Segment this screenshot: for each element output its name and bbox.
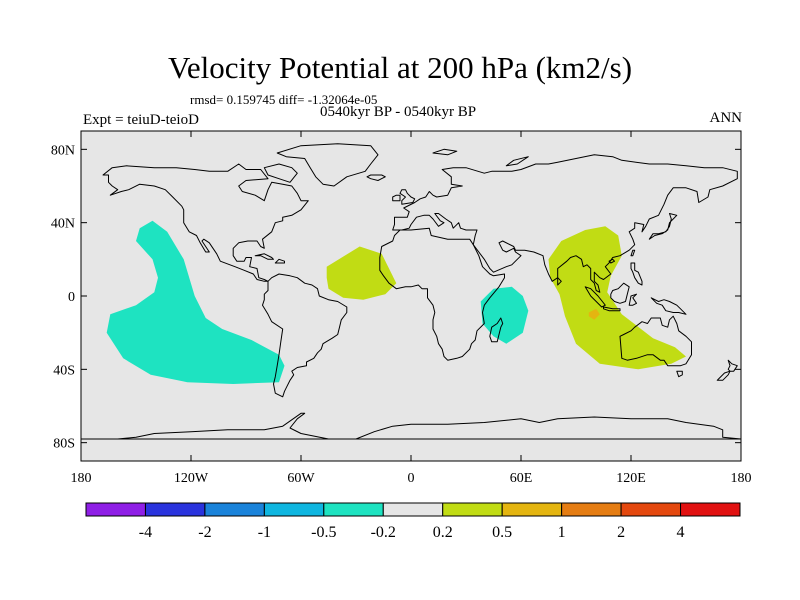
coastline-madagascar: [489, 317, 504, 343]
coastline-sri-lanka: [557, 277, 562, 286]
colorbar-swatch: [204, 502, 265, 517]
coastline-iceland: [366, 174, 386, 181]
colorbar-label: 4: [677, 524, 685, 541]
colorbar-label: 0.2: [433, 524, 453, 541]
x-tick-label: 120E: [616, 471, 646, 486]
coastline-great-britain: [399, 189, 416, 205]
x-tick-label: 0: [408, 471, 415, 486]
coastline-greenland: [276, 143, 379, 187]
y-tick-label: 40N: [51, 217, 75, 232]
coastline-baffin-island: [263, 163, 298, 183]
coastlines: [80, 143, 742, 440]
colorbar-label: 0.5: [492, 524, 512, 541]
region-indian-ocean-small-positive: [588, 308, 600, 320]
coastline-australia: [619, 315, 692, 367]
coastline-hainan: [608, 258, 615, 264]
coastline-ireland: [392, 194, 401, 202]
coastline-philippines: [630, 262, 643, 286]
coastline-new-zealand: [727, 359, 738, 372]
contour-regions: [106, 220, 686, 384]
coastline-antarctica: [80, 412, 742, 440]
axis-ticks: 180 120W 60W 0 60E 120E 180 80N 40N 0 40S 80S: [51, 131, 752, 486]
colorbar-swatch: [144, 502, 206, 517]
experiment-label: Expt = teiuD-teioD: [83, 112, 199, 128]
x-tick-label: 60W: [287, 471, 315, 486]
colorbar-swatch: [85, 502, 146, 517]
region-indo-pacific-positive: [548, 226, 686, 370]
coastline-novaya-zemlya: [505, 156, 529, 167]
colorbar-swatch: [680, 502, 741, 517]
coastline-tasmania: [676, 370, 683, 378]
coastline-sumatra: [584, 286, 606, 308]
coastline-taiwan: [630, 249, 636, 257]
coastline-africa: [379, 227, 505, 361]
colorbar-swatch: [323, 502, 384, 517]
colorbar-swatch: [442, 502, 503, 517]
coastline-new-guinea: [650, 297, 687, 315]
season-label: ANN: [709, 110, 743, 126]
colorbar-swatch: [263, 502, 325, 517]
coastline-sulawesi: [628, 293, 637, 306]
coastline-java: [603, 306, 621, 312]
colorbar-swatch: [620, 502, 682, 517]
region-east-pacific-negative: [106, 220, 285, 384]
period-label: 0540kyr BP - 0540kyr BP: [320, 104, 477, 120]
map-title: Velocity Potential at 200 hPa (km2/s): [167, 50, 633, 85]
coastline-japan: [648, 213, 678, 240]
colorbar: -4 -2 -1 -0.5 -0.2 0.2 0.5 1 2 4: [85, 502, 741, 541]
coastline-hispaniola: [274, 258, 285, 264]
coastline-north-america: [102, 163, 309, 282]
region-atlantic-positive: [326, 246, 397, 300]
colorbar-swatch: [501, 502, 563, 517]
rmsd-diff-subtitle: rmsd= 0.159745 diff= -1.32064e-05: [190, 92, 378, 107]
coastline-south-america: [262, 273, 348, 398]
coastline-new-zealand-south: [716, 370, 731, 381]
colorbar-label: -4: [139, 524, 152, 541]
colorbar-label: -0.2: [371, 524, 396, 541]
colorbar-swatch: [382, 502, 444, 517]
y-tick-label: 80S: [53, 437, 75, 452]
region-indian-ocean-negative: [480, 286, 529, 344]
coastline-cuba: [254, 253, 274, 260]
colorbar-label: -1: [258, 524, 271, 541]
colorbar-label: -2: [198, 524, 211, 541]
colorbar-label: -0.5: [311, 524, 336, 541]
colorbar-label: 2: [617, 524, 625, 541]
x-tick-label: 60E: [510, 471, 533, 486]
y-tick-label: 0: [68, 290, 75, 305]
x-tick-label: 120W: [174, 471, 209, 486]
colorbar-label: 1: [558, 524, 566, 541]
colorbar-swatch: [561, 502, 622, 517]
y-tick-label: 40S: [53, 363, 75, 378]
y-tick-label: 80N: [51, 143, 75, 158]
x-tick-label: 180: [71, 471, 92, 486]
coastline-svalbard: [432, 148, 458, 156]
coastline-borneo: [610, 282, 630, 304]
x-tick-label: 180: [731, 471, 752, 486]
coastline-eurasia: [392, 154, 738, 293]
